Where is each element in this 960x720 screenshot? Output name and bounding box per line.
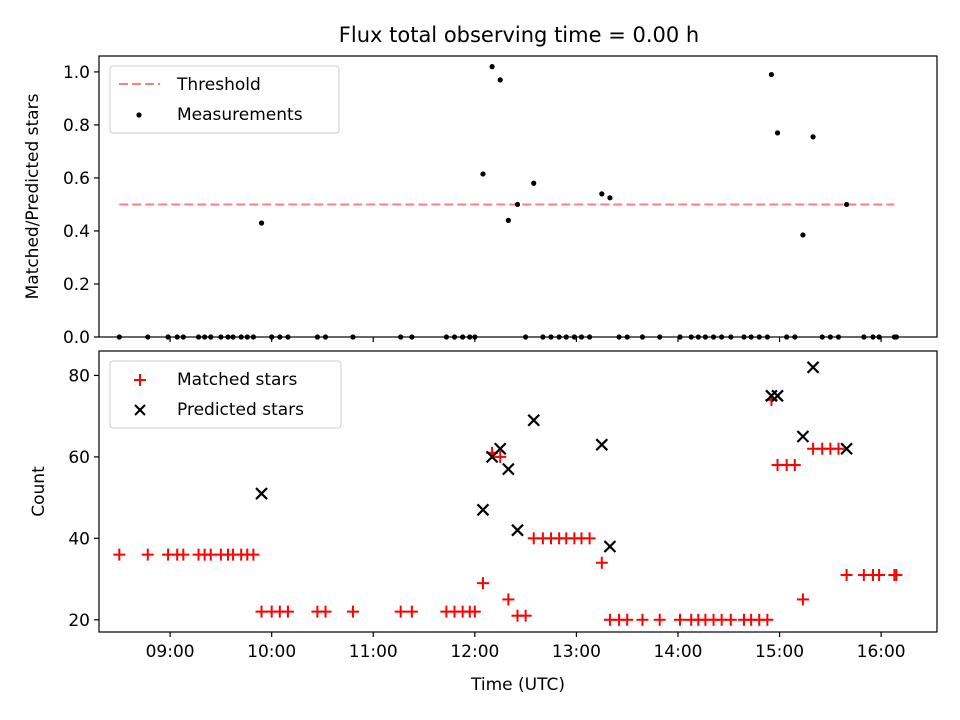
matched-legend-label: Matched stars <box>177 370 297 390</box>
measurements-legend-label: Measurements <box>177 105 303 125</box>
matched-star-marker <box>394 605 407 618</box>
matched-star-marker <box>788 459 801 472</box>
measurement-point <box>843 201 850 208</box>
matched-star-marker <box>346 605 359 618</box>
matched-star-marker <box>636 613 649 626</box>
bottom-x-tick-label: 12:00 <box>450 642 499 662</box>
top-title: Flux total observing time = 0.00 h <box>339 23 699 47</box>
top-y-tick-label: 0.2 <box>63 275 90 295</box>
predicted-star-marker <box>771 389 784 403</box>
bottom-y-tick-label: 20 <box>68 611 90 631</box>
matched-star-marker <box>204 548 217 561</box>
matched-star-marker <box>583 532 596 545</box>
bottom-plot-area <box>113 361 903 626</box>
matched-star-marker <box>502 593 515 606</box>
top-y-tick-label: 0.6 <box>63 169 90 189</box>
predicted-legend-label: Predicted stars <box>177 400 304 420</box>
top-y-tick-label: 0.0 <box>63 328 90 348</box>
bottom-x-tick-label: 15:00 <box>755 642 804 662</box>
top-panel: 0.0 0.2 0.4 0.6 0.8 1.0 Matched/Predicted sta… <box>23 55 938 348</box>
bottom-y-label: Count <box>29 466 49 517</box>
matched-star-marker <box>873 568 886 581</box>
measurement-point <box>768 71 775 78</box>
measurement-point <box>489 64 495 70</box>
matched-star-marker <box>141 548 154 561</box>
bottom-y-tick-label: 40 <box>68 529 90 549</box>
matched-star-marker <box>476 577 489 590</box>
matched-star-marker <box>177 548 190 561</box>
matched-star-marker <box>319 605 332 618</box>
measurement-point <box>774 130 781 136</box>
top-y-tick-label: 0.4 <box>63 222 90 242</box>
bottom-x-axis: 09:00 10:00 11:00 12:00 13:00 14:00 15:00 16:00 <box>146 632 906 662</box>
matched-star-marker <box>621 613 634 626</box>
measurement-point <box>497 77 503 83</box>
measurement-point <box>514 201 521 208</box>
matched-star-marker <box>113 548 126 561</box>
predicted-star-marker <box>255 487 268 500</box>
bottom-axes-frame <box>98 350 938 633</box>
top-legend: Threshold Measurements <box>109 65 340 134</box>
matched-star-marker <box>405 605 418 618</box>
predicted-star-marker <box>806 361 820 374</box>
measurement-point <box>531 180 537 186</box>
bottom-x-tick-label: 14:00 <box>653 642 702 662</box>
measurements-legend-swatch <box>136 112 142 118</box>
matched-star-marker <box>519 609 532 622</box>
measurement-point <box>258 220 265 226</box>
predicted-legend-swatch <box>134 404 146 416</box>
predicted-star-marker <box>840 442 853 456</box>
matched-star-marker <box>890 568 903 581</box>
top-y-label: Matched/Predicted stars <box>23 93 43 299</box>
bottom-x-label: Time (UTC) <box>470 675 565 695</box>
predicted-star-marker <box>493 442 507 456</box>
top-y-tick-label: 0.8 <box>63 116 90 136</box>
matched-star-marker <box>674 613 687 626</box>
matched-star-marker <box>255 605 268 618</box>
predicted-star-marker <box>476 503 490 517</box>
matched-star-marker <box>247 548 260 561</box>
matched-star-marker <box>281 605 294 618</box>
bottom-x-tick-label: 16:00 <box>857 642 906 662</box>
bottom-panel: 20 40 60 80 09:00 10:00 11:00 12:00 13:00 14:00 1… <box>29 350 938 695</box>
measurement-point <box>599 191 605 197</box>
matched-legend-swatch <box>134 374 146 386</box>
bottom-y-tick-label: 60 <box>68 448 90 468</box>
matched-star-marker <box>761 613 774 626</box>
bottom-legend: Matched stars Predicted stars <box>109 360 342 429</box>
measurement-point <box>607 195 613 201</box>
top-y-axis: 0.0 0.2 0.4 0.6 0.8 1.0 <box>63 63 99 348</box>
measurement-point <box>800 232 806 238</box>
bottom-y-tick-label: 80 <box>68 366 90 386</box>
matched-star-marker <box>595 556 608 569</box>
bottom-x-tick-label: 09:00 <box>146 642 195 662</box>
predicted-star-marker <box>502 462 515 476</box>
threshold-legend-label: Threshold <box>176 75 261 95</box>
predicted-star-marker <box>796 430 810 443</box>
predicted-star-marker <box>603 540 617 553</box>
matched-star-marker <box>494 450 507 463</box>
top-y-tick-label: 1.0 <box>63 63 90 83</box>
matched-star-marker <box>724 613 737 626</box>
matched-star-marker <box>653 613 666 626</box>
predicted-star-marker <box>527 413 541 427</box>
bottom-x-tick-label: 11:00 <box>349 642 398 662</box>
matched-star-marker <box>468 605 481 618</box>
measurement-point <box>505 217 511 223</box>
measurement-point <box>810 134 816 140</box>
top-x-ticks <box>169 337 882 342</box>
matched-star-marker <box>796 593 809 606</box>
bottom-x-tick-label: 10:00 <box>247 642 296 662</box>
measurement-point <box>480 171 486 177</box>
predicted-star-marker <box>595 438 609 451</box>
top-axes-frame <box>98 55 938 338</box>
bottom-x-tick-label: 13:00 <box>552 642 601 662</box>
predicted-star-marker <box>511 523 524 537</box>
matched-star-marker <box>840 568 853 581</box>
matched-star-marker <box>832 442 845 455</box>
bottom-y-axis: 20 40 60 80 <box>68 366 99 631</box>
